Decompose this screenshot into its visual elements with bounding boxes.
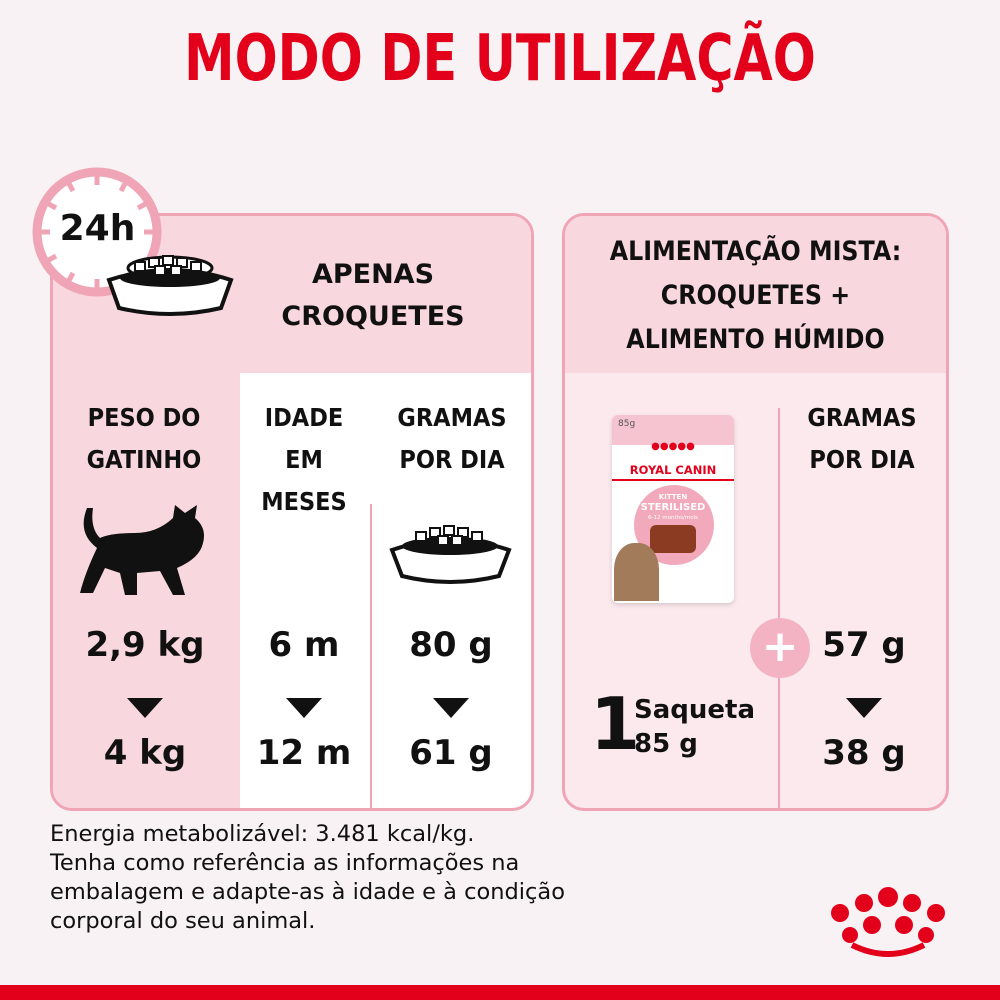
grams-to: 38 g bbox=[822, 733, 906, 773]
footer-line: Tenha como referência as informações na bbox=[50, 850, 520, 876]
column-label-grams: GRAMAS POR DIA bbox=[786, 397, 939, 481]
age-to: 12 m bbox=[256, 733, 352, 773]
weight-to: 4 kg bbox=[103, 733, 187, 773]
plus-icon: + bbox=[750, 618, 810, 678]
heading-line: CROQUETES + bbox=[660, 280, 851, 311]
label-line: POR DIA bbox=[809, 445, 915, 474]
column-label-grams: GRAMAS POR DIA bbox=[380, 397, 524, 481]
age-from: 6 m bbox=[268, 625, 340, 665]
label-line: GRAMAS bbox=[397, 403, 507, 432]
kitten-silhouette-icon bbox=[80, 505, 204, 595]
column-divider bbox=[370, 504, 372, 808]
column-label-weight: PESO DO GATINHO bbox=[68, 397, 219, 481]
footer-note: Energia metabolizável: 3.481 kcal/kg. Te… bbox=[50, 820, 565, 936]
column-divider bbox=[778, 408, 780, 808]
grams-to: 61 g bbox=[409, 733, 493, 773]
column-label-age: IDADE EM MESES bbox=[245, 397, 364, 523]
food-bowl-icon bbox=[106, 255, 234, 316]
footer-line: embalagem e adapte-as à idade e à condiç… bbox=[50, 879, 565, 905]
panel-heading: ALIMENTAÇÃO MISTA: CROQUETES + ALIMENTO … bbox=[588, 230, 923, 362]
pouch-weight: 85g bbox=[618, 419, 636, 429]
label-line: GATINHO bbox=[86, 445, 202, 474]
sachet-weight: 85 g bbox=[634, 729, 698, 759]
sachet-label: Saqueta bbox=[634, 695, 755, 725]
crown-icon: ●●●●● bbox=[651, 441, 695, 452]
clock-icon bbox=[32, 167, 162, 297]
pouch-brand: ROYAL CANIN bbox=[629, 463, 717, 477]
sachet-text: Saqueta 85 g bbox=[634, 693, 755, 761]
footer-line: Energia metabolizável: 3.481 kcal/kg. bbox=[50, 821, 475, 847]
pouch-line: KITTEN bbox=[658, 493, 688, 501]
sachet-count: 1 bbox=[590, 682, 641, 766]
label-line: PESO DO bbox=[87, 403, 201, 432]
weight-from: 2,9 kg bbox=[85, 625, 205, 665]
page-title: MODO DE UTILIZAÇÃO bbox=[184, 22, 816, 96]
footer-line: corporal do seu animal. bbox=[50, 908, 316, 934]
heading-line: ALIMENTAÇÃO MISTA: bbox=[609, 236, 902, 267]
clock-label: 24h bbox=[59, 208, 136, 249]
heading-line: ALIMENTO HÚMIDO bbox=[626, 324, 885, 355]
food-bowl-icon bbox=[389, 525, 512, 584]
arrow-down-icon bbox=[127, 698, 163, 718]
heading-line: APENAS bbox=[311, 259, 435, 290]
royal-canin-crown-logo bbox=[831, 887, 945, 957]
label-line: POR DIA bbox=[399, 445, 505, 474]
label-line: MESES bbox=[261, 487, 347, 516]
label-line: IDADE EM bbox=[264, 403, 344, 474]
label-line: GRAMAS bbox=[807, 403, 917, 432]
grams-from: 57 g bbox=[822, 625, 906, 665]
heading-line: CROQUETES bbox=[281, 301, 465, 332]
arrow-down-icon bbox=[433, 698, 469, 718]
panel-heading: APENAS CROQUETES bbox=[243, 254, 503, 338]
product-pouch-image: 85g ●●●●● ROYAL CANIN KITTEN STERILISED … bbox=[612, 415, 734, 603]
pouch-line: 6-12 months/mois bbox=[648, 515, 698, 521]
pouch-line: STERILISED bbox=[640, 502, 706, 513]
brand-bar bbox=[0, 985, 1000, 1000]
arrow-down-icon bbox=[846, 698, 882, 718]
arrow-down-icon bbox=[286, 698, 322, 718]
grams-from: 80 g bbox=[409, 625, 493, 665]
